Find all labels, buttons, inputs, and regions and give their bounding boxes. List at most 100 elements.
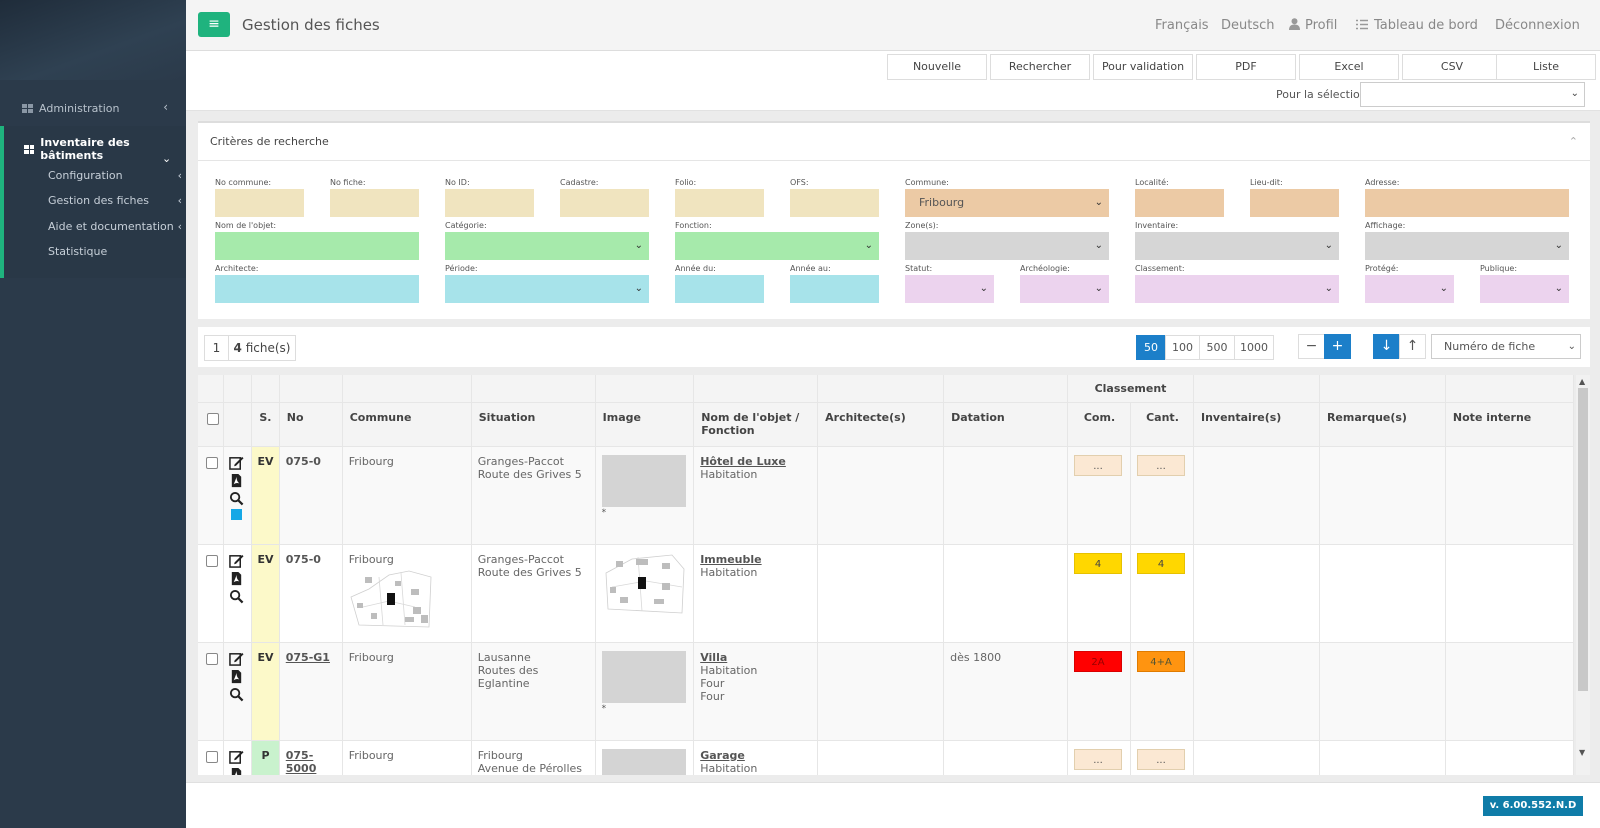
object-name-link[interactable]: Garage — [700, 748, 745, 762]
no-commune-input[interactable] — [215, 189, 304, 217]
pdf-button[interactable]: PDF — [1196, 54, 1296, 80]
validation-button[interactable]: Pour validation — [1093, 54, 1193, 80]
search-icon[interactable] — [229, 491, 244, 506]
edit-icon[interactable] — [229, 749, 244, 764]
object-name-link[interactable]: Hôtel de Luxe — [700, 454, 786, 468]
row-checkbox[interactable] — [206, 652, 218, 665]
cadastral-map-image[interactable] — [601, 552, 686, 615]
page-size-1000[interactable]: 1000 — [1234, 335, 1274, 360]
selection-select[interactable]: ⌄ — [1360, 82, 1585, 107]
sidebar-item-inventory[interactable]: Inventaire des bâtiments — [24, 136, 186, 162]
pdf-icon[interactable] — [229, 571, 244, 586]
col-header-s[interactable]: S. — [251, 402, 280, 447]
page-size-100[interactable]: 100 — [1165, 335, 1200, 360]
affichage-select[interactable]: ⌄ — [1365, 232, 1569, 260]
table-row[interactable]: EV 075-0 Fribourg Granges-Paccot Route de… — [198, 544, 1574, 643]
new-button[interactable]: Nouvelle — [887, 54, 987, 80]
scroll-up-arrow-icon[interactable]: ▲ — [1579, 377, 1586, 386]
archeologie-select[interactable]: ⌄ — [1020, 275, 1109, 303]
col-header-note[interactable]: Note interne — [1445, 402, 1574, 447]
inventaire-select[interactable]: ⌄ — [1135, 232, 1339, 260]
col-header-nom[interactable]: Nom de l'objet / Fonction — [693, 402, 819, 447]
classement-select[interactable]: ⌄ — [1135, 275, 1339, 303]
statut-select[interactable]: ⌄ — [905, 275, 994, 303]
record-number[interactable]: 075-G1 — [285, 650, 330, 664]
cadastral-map-image[interactable] — [348, 566, 433, 629]
scrollbar-thumb[interactable] — [1578, 388, 1588, 691]
col-header-remarques[interactable]: Remarque(s) — [1319, 402, 1446, 447]
table-row[interactable]: EV 075-0 Fribourg Granges-Paccot Route de… — [198, 446, 1574, 545]
row-checkbox[interactable] — [206, 554, 218, 567]
annee-du-input[interactable] — [675, 275, 764, 303]
image-placeholder[interactable] — [601, 650, 686, 703]
record-number[interactable]: 075-0 — [285, 454, 321, 468]
localite-input[interactable] — [1135, 189, 1224, 217]
sort-desc-button[interactable]: ↓ — [1373, 334, 1400, 359]
record-number[interactable]: 075-0 — [285, 552, 321, 566]
image-placeholder[interactable] — [601, 748, 686, 775]
search-icon[interactable] — [229, 589, 244, 604]
sidebar-item-gestion-fiches[interactable]: Gestion des fiches ‹ — [48, 194, 182, 207]
pdf-icon[interactable] — [229, 473, 244, 488]
periode-select[interactable]: ⌄ — [445, 275, 649, 303]
table-row[interactable]: P 075-5000 Fribourg Fribourg Avenue de Pé… — [198, 740, 1574, 775]
excel-button[interactable]: Excel — [1299, 54, 1399, 80]
annee-au-input[interactable] — [790, 275, 879, 303]
row-checkbox[interactable] — [206, 456, 218, 469]
page-number[interactable]: 1 — [204, 335, 229, 361]
table-scrollbar[interactable]: ▲ ▼ — [1576, 375, 1590, 775]
table-row[interactable]: EV 075-G1 Fribourg Lausanne Routes des Eg… — [198, 642, 1574, 741]
csv-button[interactable]: CSV — [1402, 54, 1502, 80]
edit-icon[interactable] — [229, 651, 244, 666]
sidebar-item-configuration[interactable]: Configuration ‹ — [48, 169, 182, 182]
chevron-up-icon[interactable]: ⌃ — [1568, 135, 1578, 148]
pdf-icon[interactable] — [229, 767, 244, 776]
sidebar-item-statistique[interactable]: Statistique — [48, 245, 182, 258]
sort-field-select[interactable]: Numéro de fiche ⌄ — [1431, 334, 1581, 359]
publique-select[interactable]: ⌄ — [1480, 275, 1569, 303]
edit-icon[interactable] — [229, 455, 244, 470]
page-size-500[interactable]: 500 — [1199, 335, 1235, 360]
categorie-select[interactable]: ⌄ — [445, 232, 649, 260]
col-header-no[interactable]: No — [279, 402, 343, 447]
fonction-select[interactable]: ⌄ — [675, 232, 879, 260]
architecte-input[interactable] — [215, 275, 419, 303]
ofs-input[interactable] — [790, 189, 879, 217]
col-header-commune[interactable]: Commune — [342, 402, 472, 447]
lieu-dit-input[interactable] — [1250, 189, 1339, 217]
col-header-datation[interactable]: Datation — [943, 402, 1069, 447]
collapse-button[interactable]: − — [1298, 334, 1325, 359]
list-button[interactable]: Liste — [1496, 54, 1596, 80]
sidebar-item-aide-documentation[interactable]: Aide et documentation ‹ — [48, 220, 182, 233]
col-header-cant[interactable]: Cant. — [1130, 402, 1194, 447]
col-header-image[interactable]: Image — [595, 402, 695, 447]
edit-icon[interactable] — [229, 553, 244, 568]
col-header-architectes[interactable]: Architecte(s) — [817, 402, 945, 447]
lang-fr-link[interactable]: Français — [1155, 18, 1209, 33]
folio-input[interactable] — [675, 189, 764, 217]
scroll-down-arrow-icon[interactable]: ▼ — [1579, 748, 1586, 757]
col-header-inventaires[interactable]: Inventaire(s) — [1193, 402, 1320, 447]
menu-toggle-button[interactable]: ≡ — [198, 12, 230, 37]
object-name-link[interactable]: Villa — [700, 650, 728, 664]
object-name-link[interactable]: Immeuble — [700, 552, 762, 566]
sidebar-item-administration[interactable]: Administration ‹ — [0, 96, 186, 120]
commune-select[interactable]: Fribourg ⌄ — [905, 189, 1109, 217]
page-size-50[interactable]: 50 — [1136, 335, 1166, 360]
dashboard-link[interactable]: Tableau de bord — [1356, 18, 1478, 33]
zones-select[interactable]: ⌄ — [905, 232, 1109, 260]
adresse-input[interactable] — [1365, 189, 1569, 217]
image-placeholder[interactable] — [601, 454, 686, 507]
pdf-icon[interactable] — [229, 669, 244, 684]
protege-select[interactable]: ⌄ — [1365, 275, 1454, 303]
nom-objet-input[interactable] — [215, 232, 419, 260]
logout-link[interactable]: Déconnexion — [1495, 18, 1580, 33]
search-button[interactable]: Rechercher — [990, 54, 1090, 80]
no-id-input[interactable] — [445, 189, 534, 217]
expand-button[interactable]: + — [1324, 334, 1351, 359]
search-icon[interactable] — [229, 687, 244, 702]
col-header-situation[interactable]: Situation — [471, 402, 596, 447]
lang-de-link[interactable]: Deutsch — [1221, 18, 1275, 33]
row-checkbox[interactable] — [206, 750, 218, 763]
sort-asc-button[interactable]: ↑ — [1399, 334, 1426, 359]
